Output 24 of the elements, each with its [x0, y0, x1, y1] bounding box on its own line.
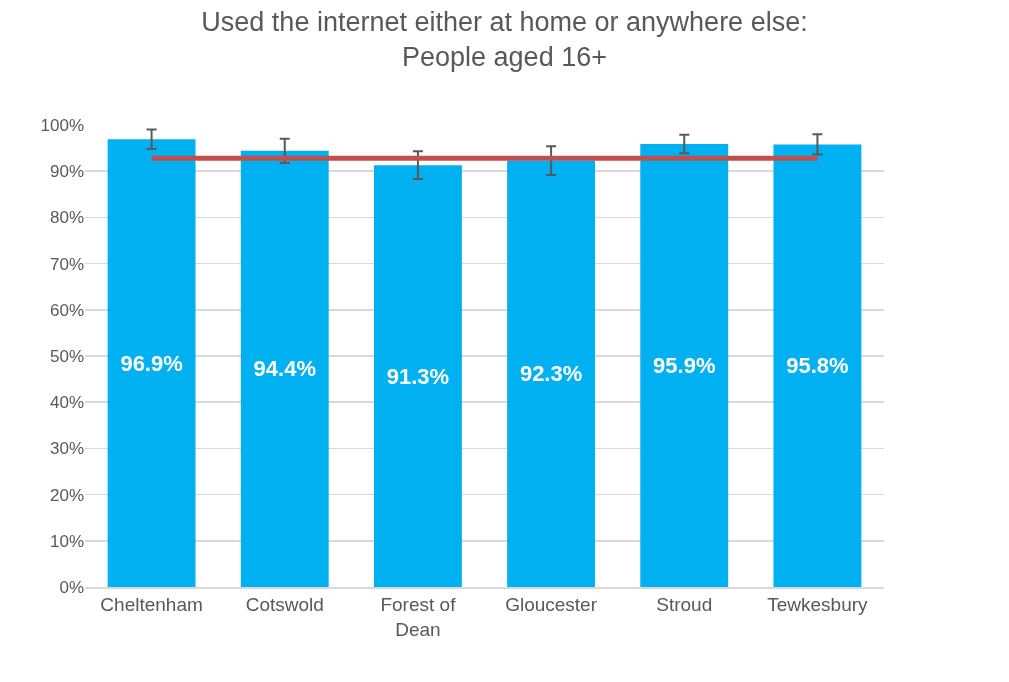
y-tick-label: 70%	[49, 254, 84, 274]
data-label: 92.3%	[519, 361, 583, 387]
data-label: 95.8%	[786, 353, 849, 379]
data-label: 94.4%	[253, 356, 316, 382]
x-tick-label: Cotswold	[245, 594, 324, 616]
y-tick-label: 20%	[49, 485, 84, 505]
y-tick-label: 50%	[49, 346, 84, 366]
x-tick-label: Gloucester	[505, 594, 598, 616]
chart-title: Used the internet either at home or anywhere else: People aged 16+	[201, 6, 808, 72]
data-label: 95.9%	[653, 352, 716, 378]
y-tick-label: 10%	[49, 531, 84, 551]
y-tick-label: 80%	[49, 208, 84, 228]
y-tick-label: 0%	[59, 577, 84, 597]
y-tick-label: 40%	[49, 393, 84, 413]
y-tick-label: 90%	[49, 162, 84, 182]
x-tick-label: Cheltenham	[100, 594, 203, 616]
y-tick-label: 100%	[40, 115, 84, 135]
data-label: 96.9%	[120, 350, 183, 376]
y-tick-label: 30%	[49, 439, 84, 459]
x-tick-label: Forest of Dean	[380, 594, 457, 640]
x-tick-label: Tewkesbury	[767, 594, 869, 616]
data-label: 91.3%	[386, 363, 450, 389]
y-tick-label: 60%	[49, 300, 84, 320]
x-tick-label: Stroud	[656, 594, 713, 616]
